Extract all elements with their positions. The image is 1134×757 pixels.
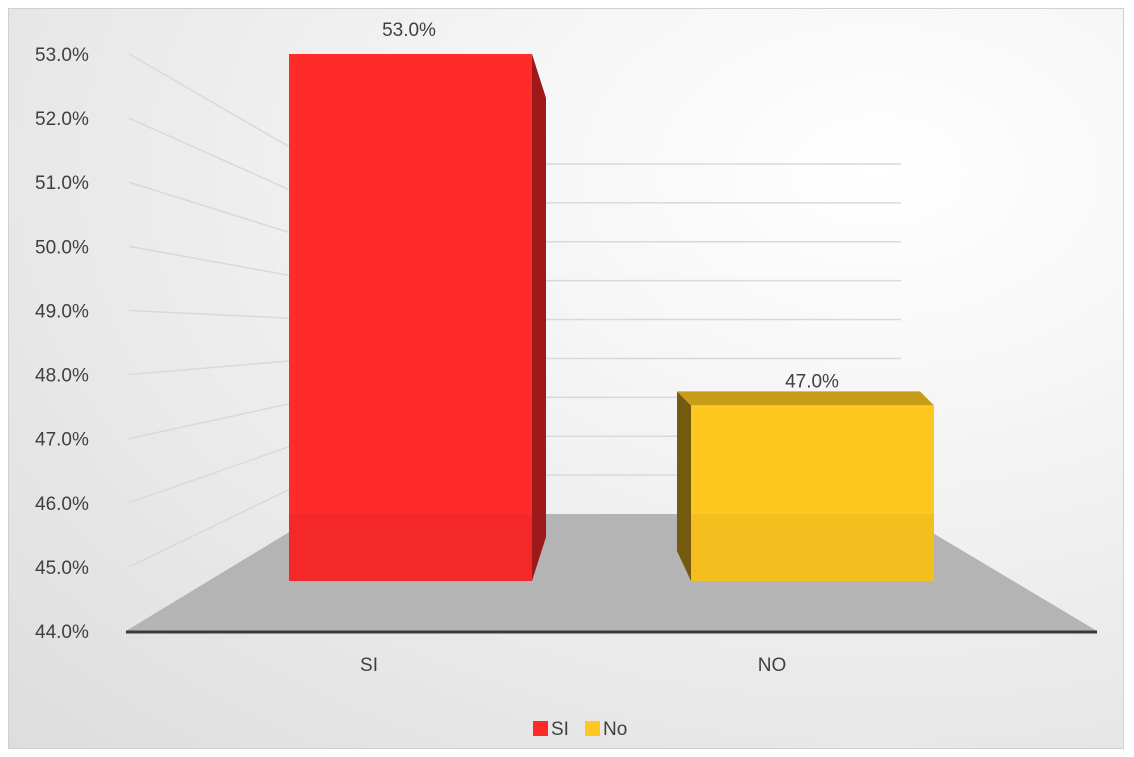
data-label: 47.0% [785, 371, 839, 392]
y-tick-label: 50.0% [35, 237, 89, 258]
side-gridlines [128, 53, 320, 568]
floor-plane [126, 514, 1097, 631]
side-gridline [128, 396, 320, 440]
bar-side-face [677, 391, 691, 581]
bar-floor-shade [691, 514, 934, 581]
side-gridline [128, 309, 320, 321]
side-gridline [128, 117, 320, 204]
legend-label: No [603, 719, 627, 740]
y-tick-label: 46.0% [35, 494, 89, 515]
y-tick-label: 44.0% [35, 622, 89, 643]
y-axis-tick-labels: 44.0% 45.0% 46.0% 47.0% 48.0% 49.0% 50.0% 51.0%… [35, 45, 89, 643]
data-label: 53.0% [382, 20, 436, 41]
chart-frame: 44.0% 45.0% 46.0% 47.0% 48.0% 49.0% 50.0% 51.0%… [8, 8, 1124, 749]
y-tick-label: 51.0% [35, 173, 89, 194]
y-tick-label: 53.0% [35, 45, 89, 66]
x-category-label: NO [758, 655, 787, 676]
y-tick-label: 52.0% [35, 109, 89, 130]
legend: SI No [533, 719, 627, 740]
side-gridline [128, 474, 320, 568]
x-category-label: SI [360, 655, 378, 676]
bar-side-face [532, 54, 546, 581]
side-gridline [128, 357, 320, 376]
chart-floor [126, 514, 1097, 631]
bar [289, 54, 532, 581]
y-tick-label: 48.0% [35, 366, 89, 387]
x-axis-category-labels: SI NO [360, 655, 786, 676]
y-tick-label: 45.0% [35, 558, 89, 579]
side-gridline [128, 245, 320, 282]
data-labels: 53.0% 47.0% [382, 20, 839, 392]
side-gridline [128, 53, 320, 165]
y-tick-label: 47.0% [35, 430, 89, 451]
bar-floor-shade [289, 514, 532, 581]
bar-chart: 44.0% 45.0% 46.0% 47.0% 48.0% 49.0% 50.0% 51.0%… [35, 20, 1097, 740]
y-tick-label: 49.0% [35, 301, 89, 322]
side-gridline [128, 435, 320, 504]
legend-swatch [585, 721, 600, 736]
bars [289, 54, 934, 581]
legend-swatch [533, 721, 548, 736]
legend-label: SI [551, 719, 569, 740]
bar-top-face [677, 391, 934, 406]
side-gridline [128, 181, 320, 243]
